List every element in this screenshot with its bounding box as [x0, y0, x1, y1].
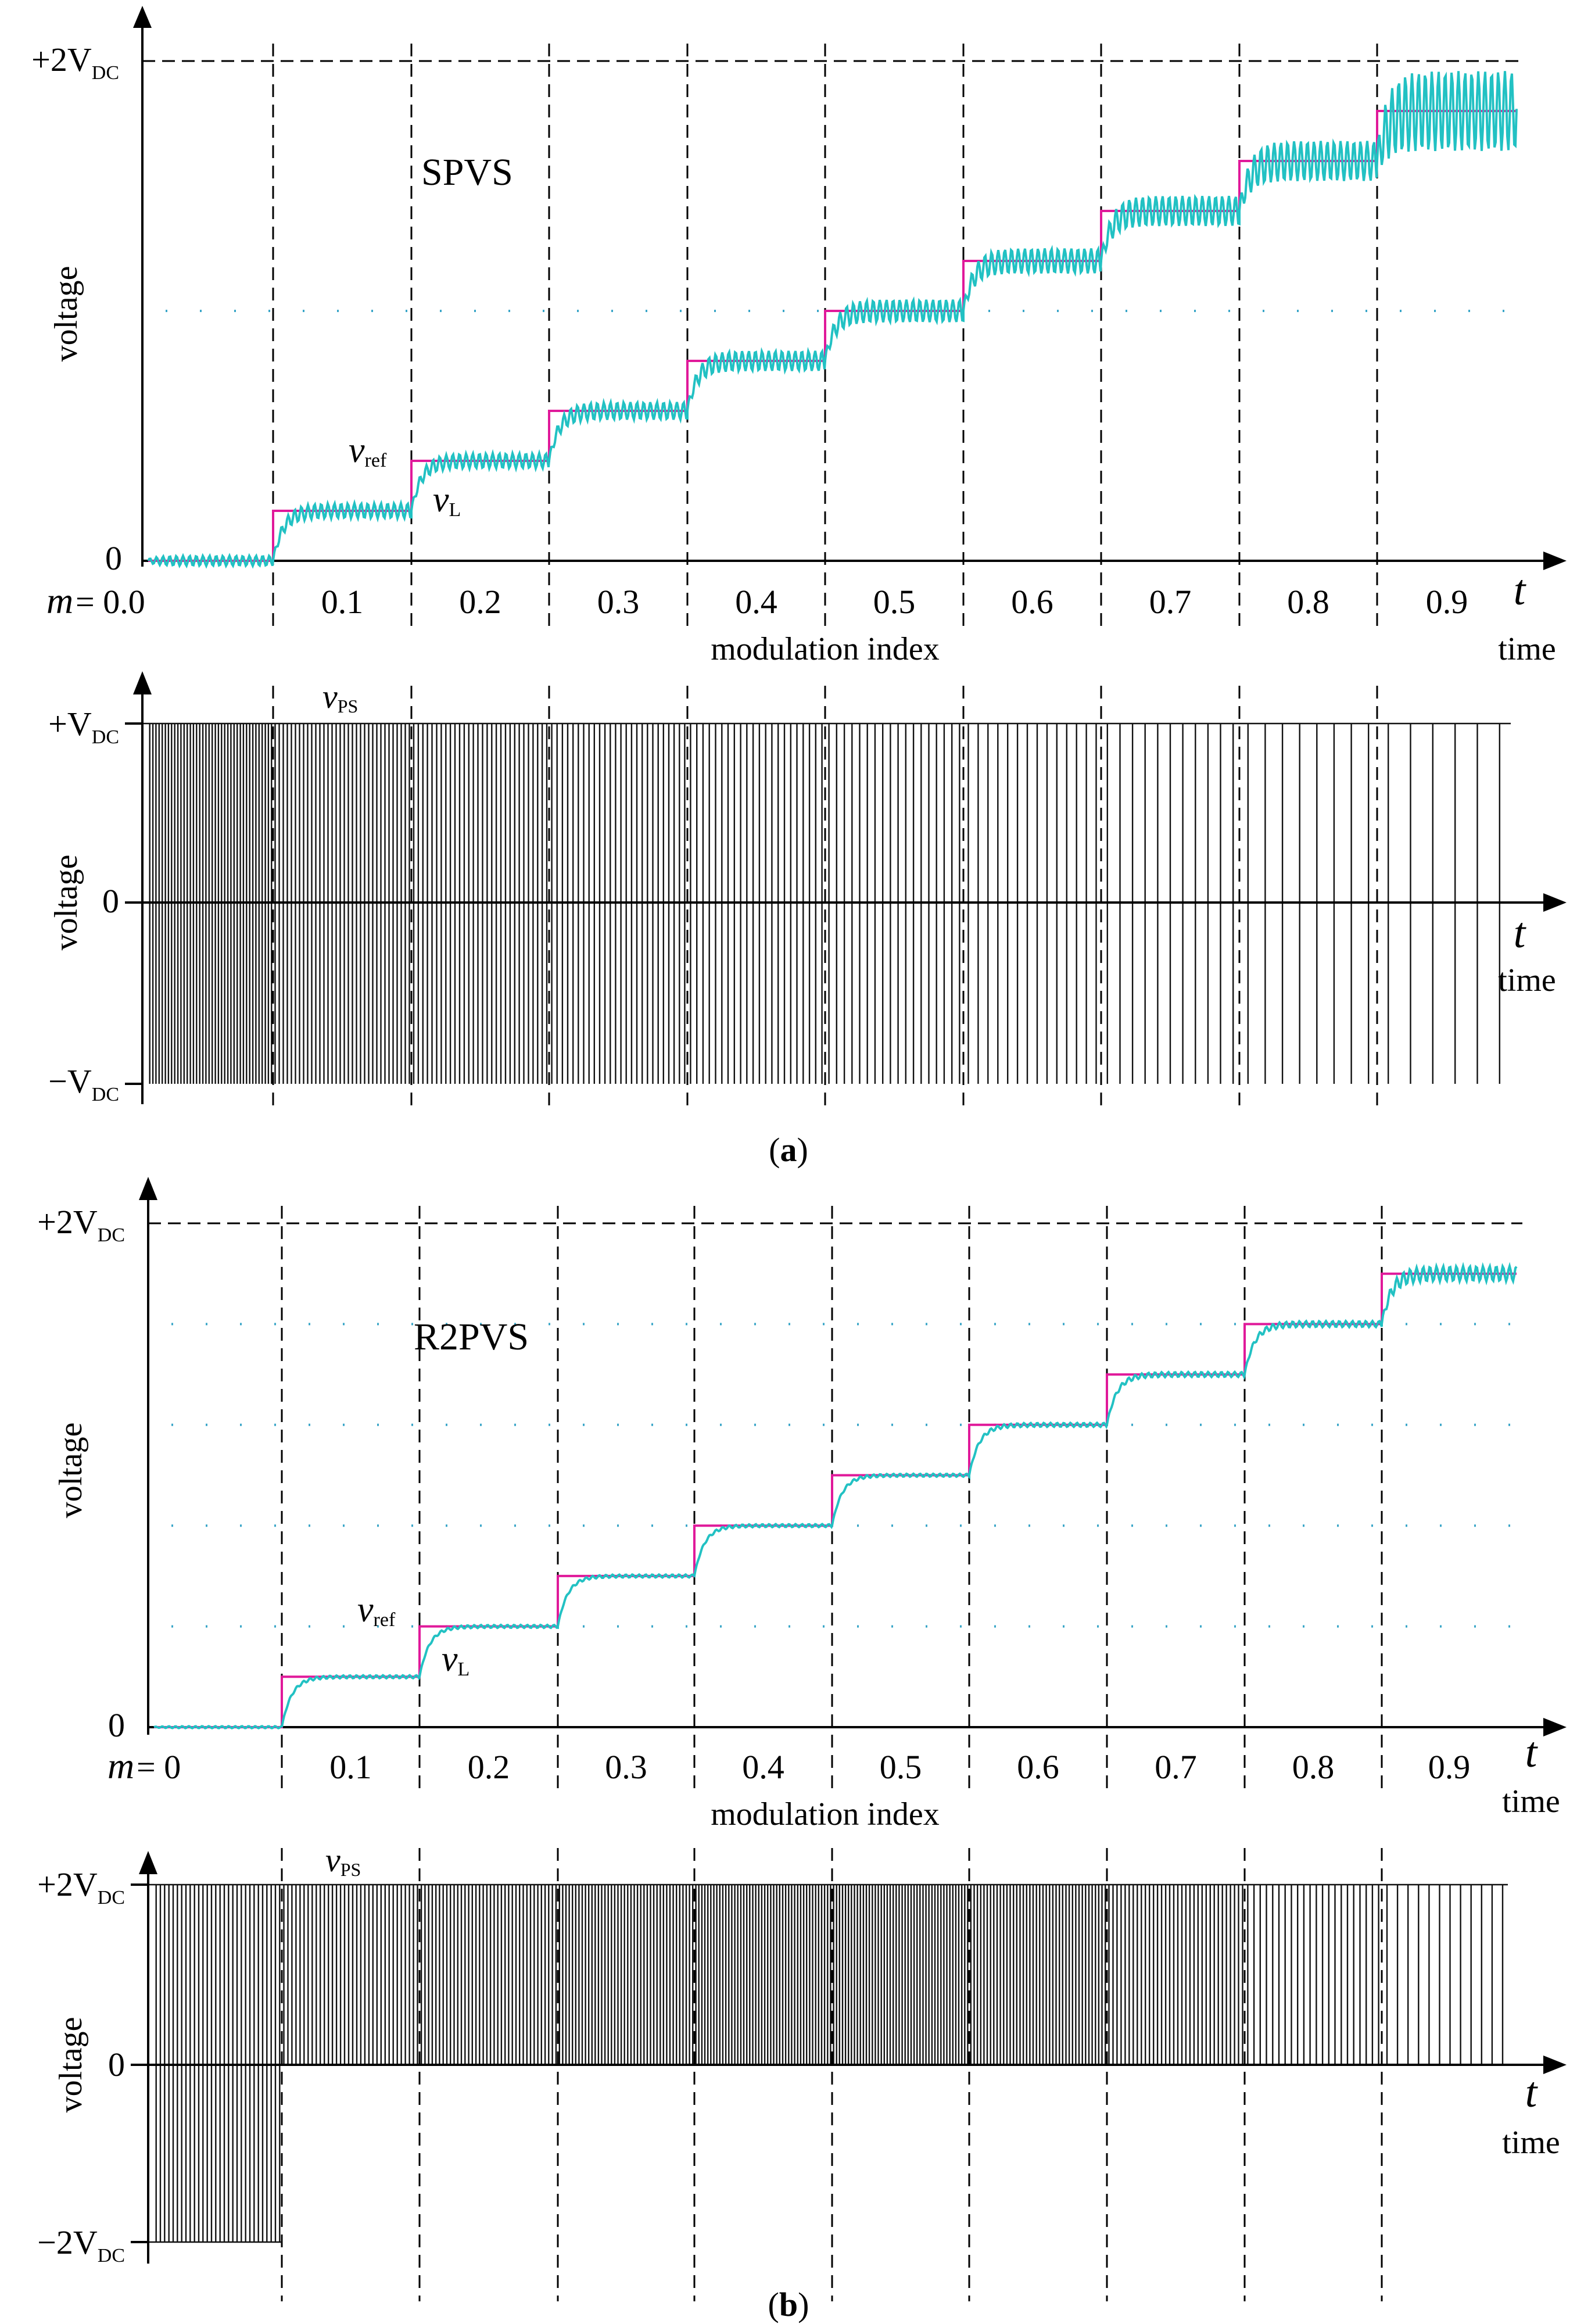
m-value-9: 0.9	[1426, 583, 1468, 621]
x-axis-arrow	[1543, 2056, 1567, 2074]
x-axis-label: modulation index	[711, 631, 940, 667]
y-tick-neg: −VDC	[48, 1062, 119, 1105]
y-axis-arrow	[133, 6, 152, 28]
time-label: time	[1498, 631, 1556, 667]
vref-label: vref	[349, 431, 387, 471]
panel-b-bottom: vPS +2VDC 0 −2VDC voltage t time	[37, 1841, 1567, 2301]
series-label-vps: vPS	[325, 1841, 361, 1880]
x-axis-arrow	[1543, 1718, 1567, 1736]
m-value-8: 0.8	[1287, 583, 1329, 621]
y-tick-zero: 0	[108, 2046, 125, 2083]
caption-a: (a)	[769, 1131, 808, 1169]
m-value-8: 0.8	[1292, 1748, 1335, 1786]
m-value-6: 0.6	[1017, 1748, 1059, 1786]
y-tick-neg: −2VDC	[37, 2223, 125, 2266]
modulation-index-values: = 0 0.1 0.2 0.3 0.4 0.5 0.6 0.7 0.8 0.9	[137, 1748, 1470, 1786]
vref-label: vref	[357, 1590, 396, 1631]
x-axis-arrow	[1543, 893, 1567, 912]
chart-title: R2PVS	[414, 1316, 529, 1358]
x-axis-arrow	[1543, 552, 1567, 570]
m-value-2: 0.2	[468, 1748, 510, 1786]
m-value-3: 0.3	[597, 583, 640, 621]
panel-a-top: +2VDC 0 voltage SPVS vref vL m = 0.0 0.1 0…	[31, 6, 1567, 667]
segment-boundaries	[281, 1848, 1383, 2301]
vref-series	[154, 1272, 1517, 1728]
time-label: time	[1498, 962, 1556, 998]
vL-series	[153, 1262, 1518, 1729]
y-tick-2vdc: +2VDC	[31, 41, 119, 84]
m-value-3: 0.3	[605, 1748, 647, 1786]
m-value-0: = 0	[137, 1748, 181, 1786]
panel-b-top: +2VDC 0 voltage R2PVS vref vL m = 0 0.1 0.…	[37, 1177, 1567, 1832]
y-axis-arrow	[139, 1177, 157, 1200]
y-tick-0: 0	[105, 539, 122, 577]
y-axis-arrow	[139, 1851, 157, 1874]
t-symbol: t	[1514, 909, 1527, 957]
segment-boundaries	[272, 686, 1378, 1107]
m-value-2: 0.2	[459, 583, 501, 621]
m-value-4: 0.4	[742, 1748, 784, 1786]
y-tick-zero: 0	[102, 882, 119, 920]
y-axis-label: voltage	[53, 2017, 89, 2113]
vps-pulse-train	[148, 1883, 1508, 2243]
modulation-index-values: = 0.0 0.1 0.2 0.3 0.4 0.5 0.6 0.7 0.8 0.9	[76, 583, 1468, 621]
m-value-6: 0.6	[1011, 583, 1053, 621]
m-value-7: 0.7	[1149, 583, 1192, 621]
m-value-5: 0.5	[880, 1748, 922, 1786]
t-symbol: t	[1514, 567, 1527, 614]
m-value-5: 0.5	[873, 583, 916, 621]
y-tick-2vdc: +2VDC	[37, 1203, 125, 1246]
panel-a-bottom: vPS +VDC 0 −VDC voltage t time	[48, 671, 1567, 1107]
vL-label: vL	[442, 1639, 469, 1680]
y-tick-pos: +2VDC	[37, 1865, 125, 1908]
y-tick-pos: +VDC	[48, 705, 119, 748]
y-axis-label: voltage	[48, 855, 84, 951]
y-axis-label: voltage	[48, 266, 84, 362]
caption-b: (b)	[768, 2286, 809, 2323]
chart-title: SPVS	[421, 151, 513, 194]
time-label: time	[1502, 1784, 1560, 1820]
m-label: m	[46, 580, 73, 621]
m-value-7: 0.7	[1155, 1748, 1197, 1786]
segment-boundaries	[281, 1206, 1383, 1793]
x-axis-label: modulation index	[711, 1796, 940, 1832]
m-value-0: = 0.0	[76, 583, 145, 621]
m-value-9: 0.9	[1428, 1748, 1471, 1786]
vL-label: vL	[433, 480, 461, 521]
y-axis-label: voltage	[53, 1423, 89, 1519]
m-label: m	[107, 1745, 134, 1786]
series-label-vps: vPS	[322, 678, 358, 717]
y-axis-arrow	[133, 671, 152, 694]
y-tick-0: 0	[108, 1706, 125, 1744]
t-symbol: t	[1525, 1729, 1539, 1777]
time-label: time	[1502, 2125, 1560, 2161]
m-value-4: 0.4	[735, 583, 777, 621]
m-value-1: 0.1	[329, 1748, 372, 1786]
t-symbol: t	[1525, 2069, 1539, 2117]
m-value-1: 0.1	[321, 583, 364, 621]
vL-series	[147, 71, 1518, 569]
